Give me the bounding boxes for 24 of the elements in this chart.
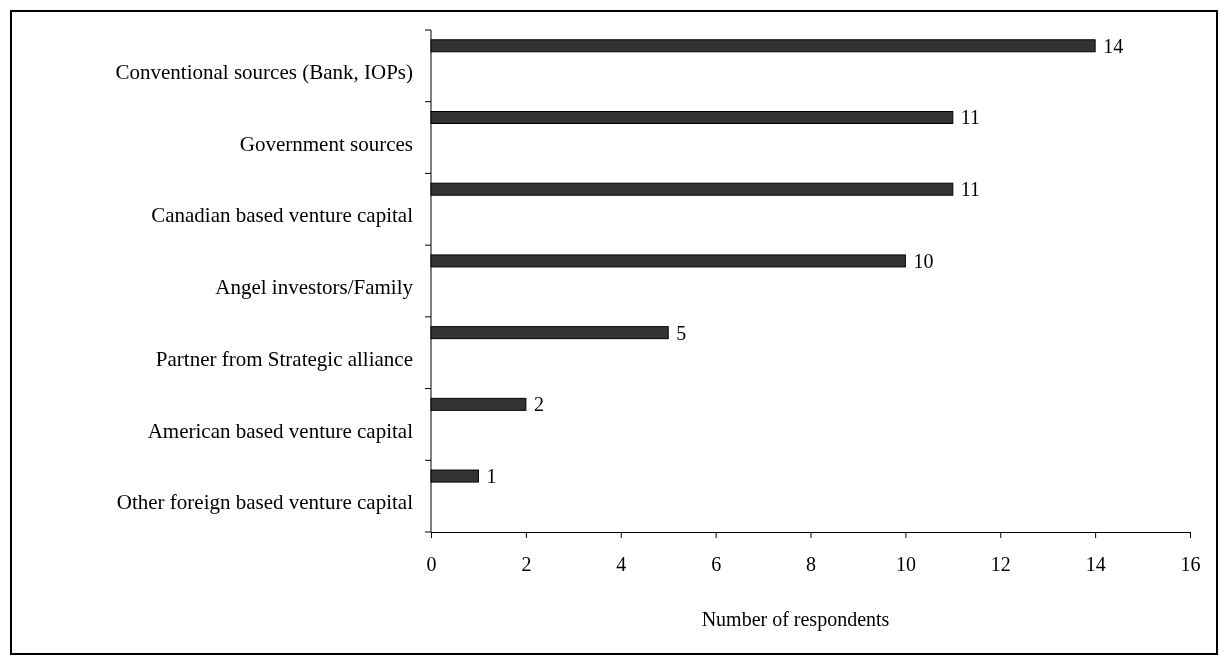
y-tick-label: Government sources [239, 131, 413, 156]
x-axis-title: Number of respondents [701, 608, 890, 631]
data-label: 14 [1103, 34, 1124, 57]
x-tick-label: 6 [711, 553, 722, 575]
data-label: 1 [486, 465, 497, 488]
x-tick-label: 8 [806, 553, 816, 575]
x-tick-label: 4 [616, 553, 627, 575]
data-label: 11 [960, 178, 981, 201]
x-tick-label: 16 [1180, 553, 1201, 575]
x-tick-label: 10 [895, 553, 916, 575]
x-tick-label: 14 [1085, 553, 1106, 575]
y-tick-label: Conventional sources (Bank, IOPs) [115, 59, 413, 84]
data-label: 5 [676, 321, 687, 344]
y-tick-label: Canadian based venture capital [151, 203, 414, 228]
y-tick-label: American based venture capital [147, 418, 414, 443]
data-label: 10 [913, 249, 934, 272]
data-label: 2 [533, 393, 544, 416]
y-tick-label: Partner from Strategic alliance [155, 346, 413, 371]
data-label: 11 [960, 106, 981, 129]
x-tick-label: 12 [990, 553, 1011, 575]
x-tick-label: 0 [426, 553, 437, 575]
y-tick-label: Other foreign based venture capital [116, 490, 414, 515]
x-tick-label: 2 [521, 553, 532, 575]
y-tick-label: Angel investors/Family [215, 275, 414, 300]
